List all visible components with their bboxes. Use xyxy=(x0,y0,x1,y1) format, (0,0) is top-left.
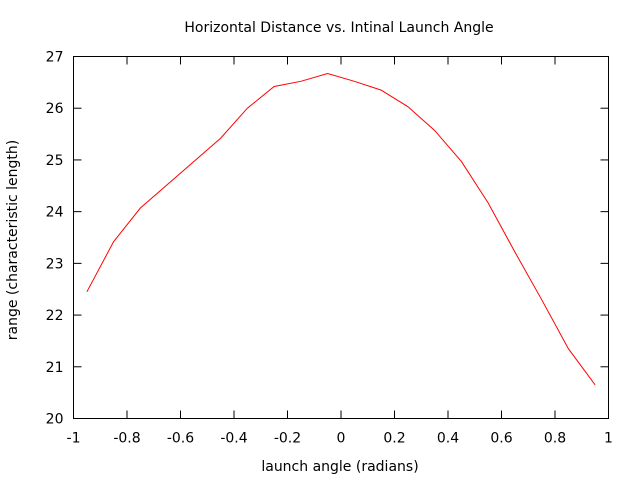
x-tick-label: -0.2 xyxy=(274,431,301,447)
series-layer xyxy=(86,73,596,386)
plot-frame xyxy=(73,56,609,419)
x-tick-label: 0.4 xyxy=(437,431,459,447)
y-tick-label: 23 xyxy=(46,256,64,272)
x-tick-label: 0.6 xyxy=(490,431,512,447)
x-tick-label: 1 xyxy=(604,431,613,447)
x-axis-label: launch angle (radians) xyxy=(261,459,418,475)
x-tick-label: -0.4 xyxy=(220,431,247,447)
axis-ticks xyxy=(73,56,609,419)
x-tick-label: 0.8 xyxy=(544,431,566,447)
x-tick-label: -1 xyxy=(67,431,81,447)
y-axis-label: range (characteristic length) xyxy=(5,140,21,340)
x-tick-label: 0.2 xyxy=(383,431,405,447)
x-tick-label: -0.8 xyxy=(113,431,140,447)
axis-tick-labels: -1 -0.8 -0.6 -0.4 -0.2 0 0.2 0.4 0.6 0.8 1 20 21 22 23… xyxy=(46,50,613,447)
y-tick-label: 24 xyxy=(46,205,64,221)
y-tick-label: 25 xyxy=(46,153,64,169)
y-tick-label: 20 xyxy=(46,412,64,428)
x-tick-label: 0 xyxy=(337,431,346,447)
y-tick-label: 21 xyxy=(46,360,64,376)
y-tick-label: 27 xyxy=(46,50,64,66)
y-tick-label: 26 xyxy=(46,101,64,117)
y-tick-label: 22 xyxy=(46,308,64,324)
x-tick-label: -0.6 xyxy=(167,431,194,447)
series-line xyxy=(86,73,596,386)
chart-title: Horizontal Distance vs. Intinal Launch A… xyxy=(184,20,493,36)
